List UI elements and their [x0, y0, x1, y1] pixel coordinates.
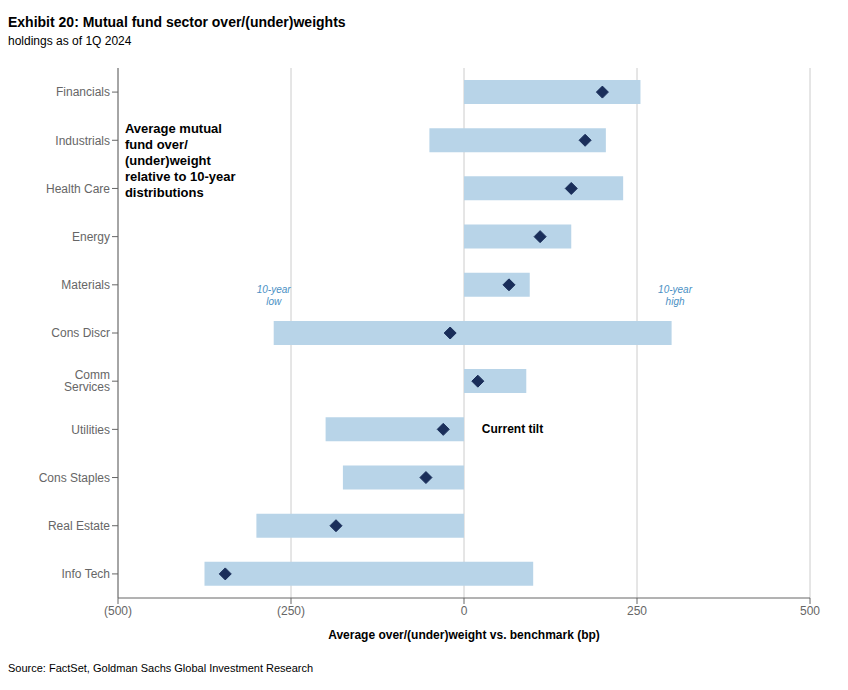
html-text:10-year high: 10-year high [658, 283, 692, 307]
html-text:holdings as of 1Q 2024: holdings as of 1Q 2024 [8, 34, 132, 48]
svg-text:Real Estate: Real Estate [48, 519, 110, 533]
html-text:Average mutual fund over/ (und: Average mutual fund over/ (under)weight … [124, 121, 236, 200]
svg-text:Energy: Energy [72, 230, 110, 244]
svg-text:Materials: Materials [61, 278, 110, 292]
svg-text:Industrials: Industrials [55, 134, 110, 148]
html-text:10-year low: 10-year low [256, 283, 291, 307]
svg-text:Financials: Financials [56, 85, 110, 99]
svg-text:250: 250 [627, 604, 647, 618]
svg-text:Utilities: Utilities [71, 423, 110, 437]
svg-text:Cons Staples: Cons Staples [39, 471, 110, 485]
html-text:Average over/(under)weight vs.: Average over/(under)weight vs. benchmark… [328, 628, 600, 642]
svg-text:Cons Discr: Cons Discr [51, 326, 110, 340]
svg-text:(500): (500) [104, 604, 132, 618]
html-text:Current tilt: Current tilt [481, 422, 544, 437]
html-text:Exhibit 20: Mutual fund sector: Exhibit 20: Mutual fund sector over/(und… [8, 14, 346, 30]
svg-text:CommServices: CommServices [64, 368, 110, 394]
svg-text:(250): (250) [277, 604, 305, 618]
svg-text:Info Tech: Info Tech [62, 567, 110, 581]
svg-text:0: 0 [461, 604, 468, 618]
svg-text:500: 500 [800, 604, 820, 618]
svg-text:Health Care: Health Care [46, 182, 110, 196]
html-text:Source: FactSet, Goldman Sachs: Source: FactSet, Goldman Sachs Global In… [8, 662, 314, 674]
